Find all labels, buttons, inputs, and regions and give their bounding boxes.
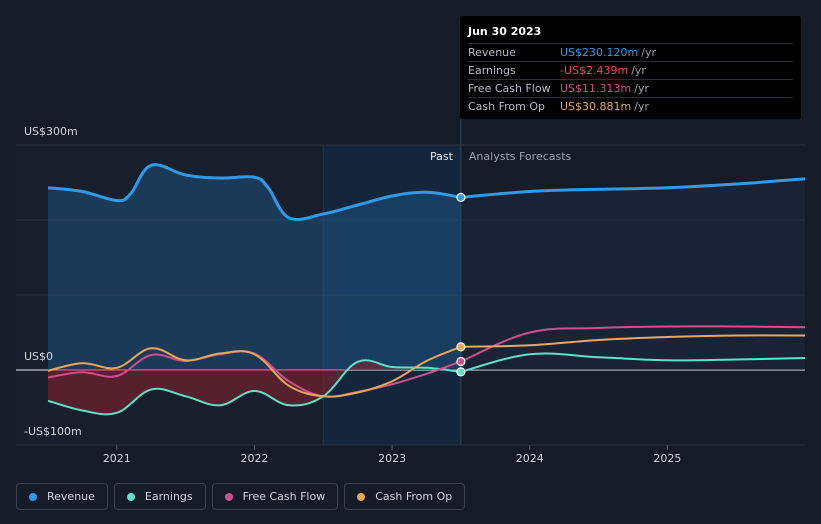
tooltip-label: Cash From Op bbox=[468, 100, 546, 113]
legend-dot-icon bbox=[126, 492, 135, 501]
x-tick-label: 2022 bbox=[240, 452, 268, 465]
tooltip-unit: /yr bbox=[634, 82, 649, 95]
tooltip-value: -US$2.439m bbox=[560, 64, 629, 77]
forecast-label: Analysts Forecasts bbox=[469, 150, 572, 163]
tooltip-value: US$30.881m bbox=[560, 100, 632, 113]
series-marker bbox=[456, 192, 466, 203]
series-marker bbox=[456, 342, 466, 352]
tooltip-row-revenue: Revenue US$230.120m /yr bbox=[468, 43, 793, 61]
tooltip-date: Jun 30 2023 bbox=[468, 25, 542, 38]
legend-item-cash-from-op[interactable]: Cash From Op bbox=[344, 483, 466, 510]
y-axis-label: -US$100m bbox=[24, 425, 82, 438]
series-forecast-line-earnings bbox=[460, 352, 806, 373]
legend-dot-icon bbox=[357, 492, 366, 501]
tooltip-row-earnings: Earnings -US$2.439m /yr bbox=[468, 61, 793, 79]
tooltip-row-cash-from-op: Cash From Op US$30.881m /yr bbox=[468, 97, 793, 115]
x-tick-label: 2023 bbox=[378, 452, 406, 465]
past-label: Past bbox=[430, 150, 454, 163]
tooltip-label: Free Cash Flow bbox=[468, 82, 551, 95]
legend-label: Revenue bbox=[47, 490, 95, 503]
legend-label: Cash From Op bbox=[375, 490, 453, 503]
chart-legend: Revenue Earnings Free Cash Flow Cash Fro… bbox=[16, 483, 466, 510]
series-marker bbox=[456, 356, 466, 367]
revenue-area bbox=[48, 164, 461, 370]
series-line-earnings bbox=[47, 359, 462, 416]
tooltip-value: US$11.313m bbox=[560, 82, 632, 95]
series-line-cash-from-op bbox=[47, 345, 462, 398]
tooltip-unit: /yr bbox=[641, 46, 656, 59]
revenue-forecast-area bbox=[460, 178, 805, 370]
legend-dot-icon bbox=[29, 492, 37, 501]
x-tick-label: 2024 bbox=[516, 452, 544, 465]
series-forecast-line-revenue bbox=[460, 177, 806, 199]
legend-label: Free Cash Flow bbox=[242, 490, 326, 503]
data-tooltip: Jun 30 2023 Revenue US$230.120m /yr Earn… bbox=[460, 16, 801, 119]
earnings-area bbox=[48, 360, 461, 415]
series-marker bbox=[456, 367, 466, 377]
tooltip-value: US$230.120m bbox=[560, 46, 639, 59]
series-forecast-line-cash-from-op bbox=[460, 334, 806, 348]
legend-item-free-cash-flow[interactable]: Free Cash Flow bbox=[211, 483, 339, 510]
y-axis-label: US$300m bbox=[24, 125, 78, 138]
tooltip-row-free-cash-flow: Free Cash Flow US$11.313m /yr bbox=[468, 79, 793, 97]
tooltip-label: Earnings bbox=[468, 64, 516, 77]
tooltip-label: Revenue bbox=[468, 46, 516, 59]
legend-item-earnings[interactable]: Earnings bbox=[113, 483, 206, 510]
series-line-revenue bbox=[47, 163, 462, 222]
legend-label: Earnings bbox=[144, 490, 193, 503]
y-axis-label: US$0 bbox=[24, 350, 53, 363]
legend-dot-icon bbox=[224, 492, 233, 501]
series-forecast-line-free-cash-flow bbox=[460, 325, 806, 363]
tooltip-unit: /yr bbox=[634, 100, 649, 113]
x-tick-label: 2021 bbox=[103, 452, 131, 465]
x-tick-label: 2025 bbox=[653, 452, 681, 465]
legend-item-revenue[interactable]: Revenue bbox=[16, 483, 108, 510]
tooltip-unit: /yr bbox=[631, 64, 646, 77]
